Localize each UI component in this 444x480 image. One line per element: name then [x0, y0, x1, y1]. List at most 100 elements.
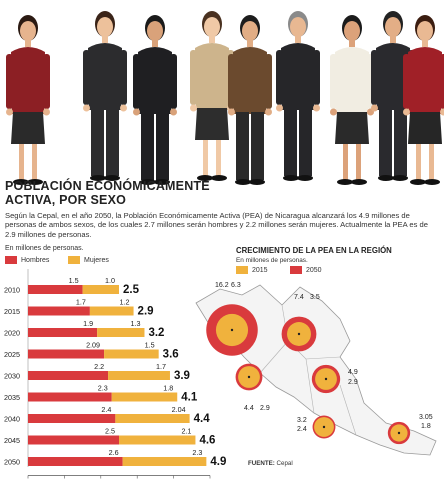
person-arm-left: [228, 54, 235, 109]
legend-hombres: Hombres: [5, 256, 49, 264]
data-label-total: 4.9: [210, 456, 226, 468]
person-shoe: [337, 179, 353, 185]
person-arm-right: [313, 50, 320, 105]
person-torso: [88, 43, 122, 110]
person-shoe: [13, 179, 29, 185]
legend-mujeres: Mujeres: [68, 256, 109, 264]
person-arm-left: [190, 50, 197, 105]
person-arm-left: [83, 50, 90, 105]
person-figure: [228, 15, 272, 185]
person-figure: [83, 11, 127, 181]
bubble-label-2050: 4.9: [348, 369, 358, 376]
person-arm-left: [133, 54, 140, 109]
person-shoe: [140, 179, 156, 185]
y-tick-label: 2040: [4, 415, 20, 424]
y-tick-label: 2010: [4, 286, 20, 295]
bubble-pin: [324, 377, 328, 381]
page-title: POBLACIÓN ECONÓMICAMENTE ACTIVA, POR SEX…: [5, 179, 235, 207]
person-leg: [343, 144, 348, 180]
person-figure: [6, 15, 50, 185]
bar-hombres: [28, 306, 90, 316]
bar-hombres: [28, 328, 98, 337]
person-leg: [379, 108, 392, 176]
person-skirt: [335, 112, 369, 144]
y-tick-label: 2025: [4, 350, 20, 359]
person-leg: [299, 108, 312, 176]
data-label-hombres: 2.2: [94, 362, 104, 371]
y-tick-label: 2020: [4, 329, 20, 338]
person-leg: [416, 144, 421, 180]
source-text: Cepal: [274, 460, 293, 467]
legend-swatch-2015: [236, 266, 248, 274]
bar-hombres: [28, 392, 112, 402]
person-face: [417, 21, 433, 41]
header-illustration-people: [6, 11, 444, 185]
bar-hombres: [28, 435, 119, 445]
person-hand: [190, 104, 197, 112]
person-shoe: [283, 175, 299, 181]
data-label-total: 2.5: [123, 284, 140, 296]
person-hand: [228, 108, 235, 116]
person-leg: [32, 144, 37, 180]
data-label-total: 3.9: [174, 370, 190, 382]
title-line-2: ACTIVA, POR SEXO: [5, 193, 127, 207]
person-figure: [190, 11, 234, 181]
person-torso: [408, 47, 442, 114]
bubble-label-2050: 4.4: [244, 405, 254, 412]
person-shoe: [154, 179, 170, 185]
person-arm-left: [330, 54, 337, 109]
person-neck: [152, 40, 158, 47]
source-prefix: FUENTE:: [248, 460, 275, 467]
data-label-hombres: 2.09: [86, 341, 100, 350]
bar-hombres: [28, 457, 123, 466]
y-tick-label: 2015: [4, 307, 20, 316]
bar-mujeres: [82, 285, 119, 294]
bubble-label-2050: 3.05: [419, 414, 433, 421]
person-leg: [19, 144, 24, 180]
legend-2050: 2050: [290, 266, 322, 274]
bar-mujeres: [122, 457, 207, 466]
person-face: [242, 21, 258, 41]
person-neck: [25, 40, 31, 47]
person-face: [20, 21, 36, 41]
legend-swatch-mujeres: [68, 256, 80, 264]
person-figure: [330, 15, 374, 185]
person-neck: [247, 40, 253, 47]
y-tick-label: 2035: [4, 393, 20, 402]
person-shoe: [297, 175, 313, 181]
bubble-label-2015: 1.8: [421, 423, 431, 430]
bar-hombres: [28, 285, 83, 294]
bubble-label-2015: 2.4: [297, 426, 307, 433]
bubble-pin: [397, 431, 401, 435]
y-tick-label: 2030: [4, 372, 20, 381]
intro-paragraph: Según la Cepal, en el año 2050, la Pobla…: [5, 211, 428, 239]
person-hand: [403, 108, 410, 116]
person-leg: [284, 108, 297, 176]
person-hand: [265, 108, 272, 116]
person-shoe: [27, 179, 43, 185]
person-neck: [295, 36, 301, 43]
person-hand: [6, 108, 13, 116]
person-hand: [170, 108, 177, 116]
person-face: [344, 21, 360, 41]
region-chart-title: CRECIMIENTO DE LA PEA EN LA REGIÓN: [236, 246, 392, 255]
person-leg: [394, 108, 407, 176]
person-face: [290, 17, 306, 37]
person-shoe: [249, 179, 265, 185]
person-hand: [330, 108, 337, 116]
data-label-hombres: 1.7: [76, 298, 86, 307]
bar-mujeres: [108, 371, 170, 380]
data-label-total: 3.6: [163, 349, 179, 361]
person-torso: [138, 47, 172, 114]
bubble-pin: [322, 425, 326, 429]
person-shoe: [410, 179, 426, 185]
bubble-label-2050: 3.2: [297, 417, 307, 424]
person-arm-right: [43, 54, 50, 109]
data-label-mujeres: 2.3: [192, 448, 202, 457]
data-label-mujeres: 1.7: [156, 362, 166, 371]
person-arm-left: [371, 50, 378, 105]
person-hand: [120, 104, 127, 112]
data-label-mujeres: 1.8: [163, 384, 173, 393]
person-arm-right: [170, 54, 177, 109]
data-label-mujeres: 1.2: [120, 298, 130, 307]
